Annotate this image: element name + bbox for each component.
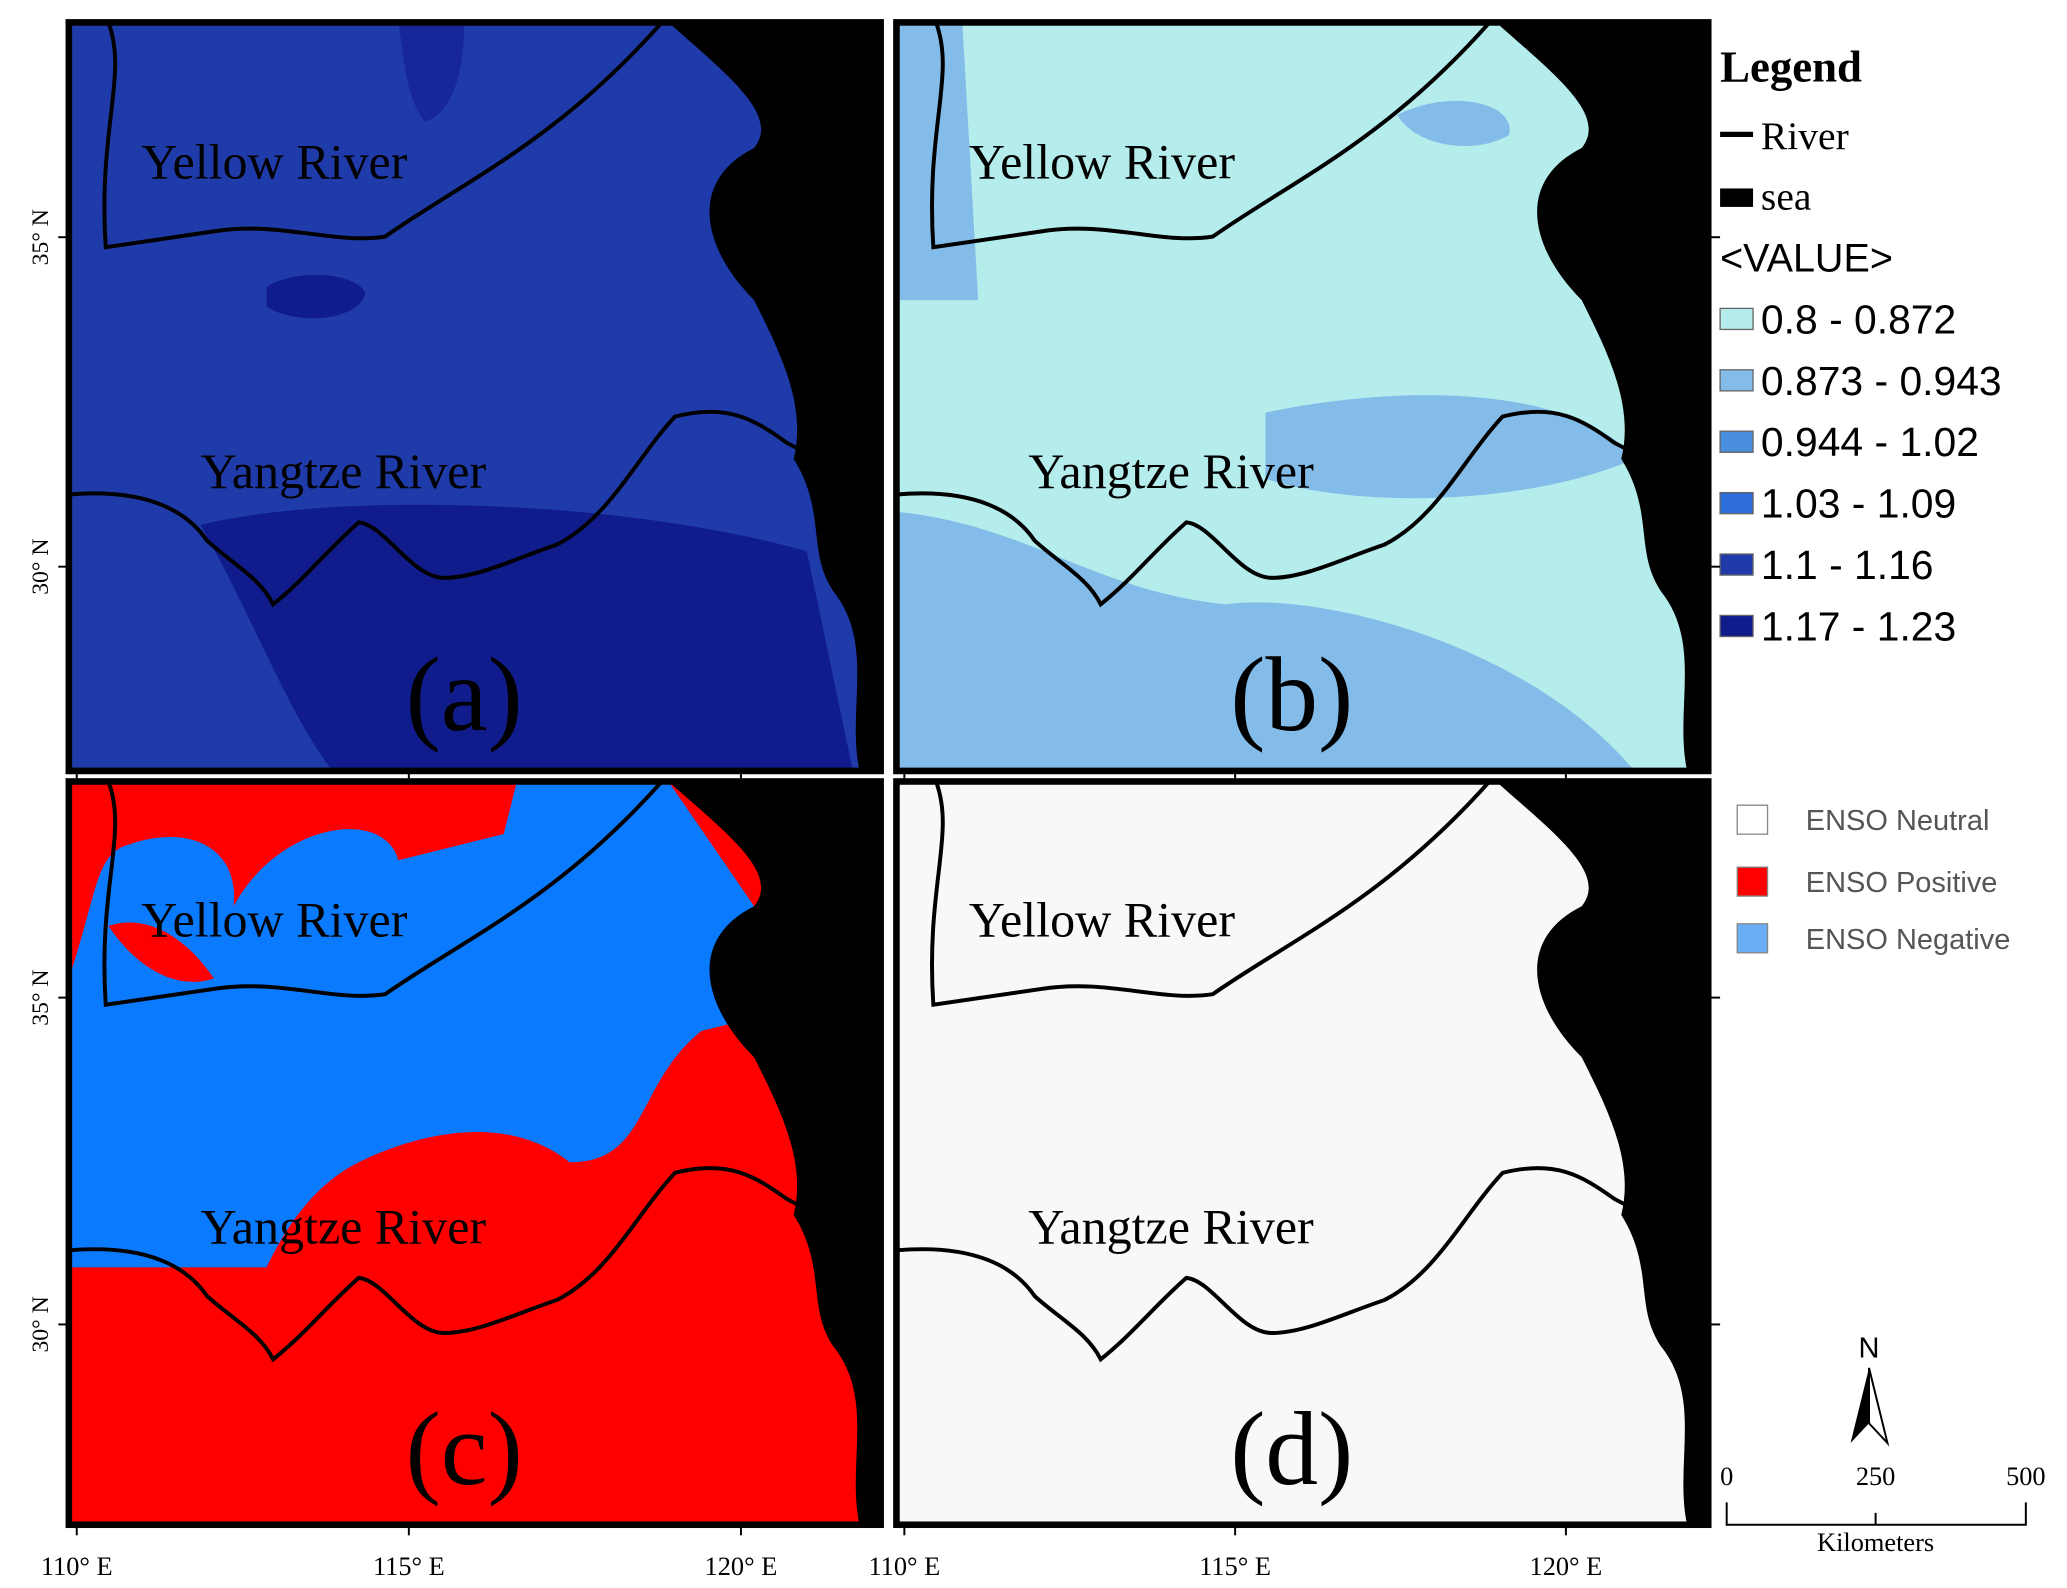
river-label: Yellow River — [969, 892, 1235, 948]
legend-swatch — [1719, 369, 1754, 392]
north-arrow — [1868, 1367, 1890, 1447]
legend-class-label: 0.8 - 0.872 — [1761, 296, 1956, 342]
legend-swatch — [1719, 553, 1754, 576]
scale-tick-label: 500 — [2006, 1462, 2046, 1491]
legend-value-header: <VALUE> — [1720, 236, 1893, 280]
legend-swatch — [1719, 614, 1754, 638]
enso-swatch — [1736, 923, 1769, 954]
yellow-river — [930, 21, 1491, 250]
panel-frame — [893, 19, 1712, 775]
scale-tick-label: 250 — [1856, 1462, 1896, 1491]
legend-swatch — [1719, 491, 1754, 515]
enso-label: ENSO Negative — [1806, 924, 2011, 956]
river-label: Yangtze River — [1028, 1199, 1314, 1255]
map-region — [200, 504, 853, 771]
legend-item: sea — [1761, 175, 1811, 219]
enso-swatch — [1736, 866, 1769, 897]
latitude-label: 35° N — [28, 209, 54, 265]
legend-sea-swatch — [1720, 188, 1754, 207]
map-region — [1397, 100, 1510, 146]
legend-class-label: 1.1 - 1.16 — [1761, 542, 1934, 588]
map-background — [896, 781, 1709, 1525]
legend-class-label: 0.944 - 1.02 — [1761, 419, 1979, 465]
map-region — [1265, 395, 1635, 499]
river-label: Yangtze River — [1028, 443, 1314, 499]
yangtze-river — [896, 1166, 1709, 1363]
legend-swatch — [1719, 430, 1754, 453]
map-panel: Yellow River Yangtze River (b) — [893, 19, 1712, 775]
map-region — [108, 922, 214, 982]
scale-tick-label: 0 — [1720, 1462, 1733, 1491]
legend-classes: 0.8 - 0.872 0.873 - 0.943 0.944 - 1.02 1.03… — [1719, 296, 2002, 649]
river-label: Yangtze River — [201, 1199, 487, 1255]
map-panel: Yellow River Yangtze River (a) — [65, 19, 884, 775]
legend-class-label: 0.873 - 0.943 — [1761, 358, 2002, 404]
legend-class-label: 1.17 - 1.23 — [1761, 603, 1956, 649]
sea — [1496, 781, 1709, 1525]
map-region — [68, 781, 755, 1268]
panel-label: (c) — [406, 1390, 523, 1507]
yangtze-river — [896, 409, 1709, 608]
map-panel: Yellow River Yangtze River (c) — [65, 778, 884, 1529]
legend-item: River — [1761, 114, 1849, 158]
yellow-river — [102, 780, 664, 1007]
enso-label: ENSO Neutral — [1806, 805, 1990, 837]
yangtze-river — [68, 409, 882, 608]
panel-label: (d) — [1230, 1390, 1353, 1507]
legend-class-label: 1.03 - 1.09 — [1761, 481, 1956, 527]
sea — [1496, 22, 1709, 771]
panel-frame — [65, 19, 884, 775]
panel-label: (b) — [1230, 636, 1353, 753]
longitude-label: 110° E — [868, 1552, 940, 1581]
map-region — [398, 22, 465, 122]
longitude-label: 115° E — [373, 1552, 445, 1581]
yangtze-river — [68, 1166, 882, 1363]
sea — [668, 22, 881, 771]
river-label: Yellow River — [141, 892, 407, 948]
river-label: Yellow River — [969, 133, 1235, 189]
longitude-label: 110° E — [41, 1552, 113, 1581]
sea — [668, 781, 881, 1525]
north-arrow — [1850, 1367, 1870, 1444]
map-region — [266, 274, 366, 319]
panel-frame — [893, 778, 1712, 1529]
panel-label: (a) — [406, 636, 523, 753]
axes: 35° N 30° N 35° N 30° N 110° E 115° E 120° E 11… — [28, 209, 1721, 1581]
longitude-label: 120° E — [1530, 1552, 1603, 1581]
river-label: Yangtze River — [201, 443, 487, 499]
yellow-river — [102, 21, 664, 250]
latitude-label: 30° N — [28, 539, 54, 595]
enso-label: ENSO Positive — [1806, 867, 1998, 899]
legend-swatch — [1719, 307, 1754, 331]
river-label: Yellow River — [141, 133, 407, 189]
latitude-label: 30° N — [28, 1296, 54, 1352]
yellow-river — [930, 780, 1491, 1007]
latitude-label: 35° N — [28, 969, 54, 1025]
map-panel: Yellow River Yangtze River (d) — [893, 778, 1712, 1529]
map-region — [896, 22, 979, 301]
enso-swatch — [1736, 804, 1769, 835]
longitude-label: 115° E — [1199, 1552, 1271, 1581]
enso-legend: ENSO Neutral ENSO Positive ENSO Negative — [1736, 804, 2011, 956]
north-label: N — [1859, 1332, 1880, 1364]
longitude-label: 120° E — [705, 1552, 778, 1581]
scale-bar — [1725, 1502, 2027, 1526]
legend-title: Legend — [1720, 42, 1862, 92]
panel-frame — [65, 778, 884, 1529]
scale-unit: Kilometers — [1817, 1528, 1934, 1557]
